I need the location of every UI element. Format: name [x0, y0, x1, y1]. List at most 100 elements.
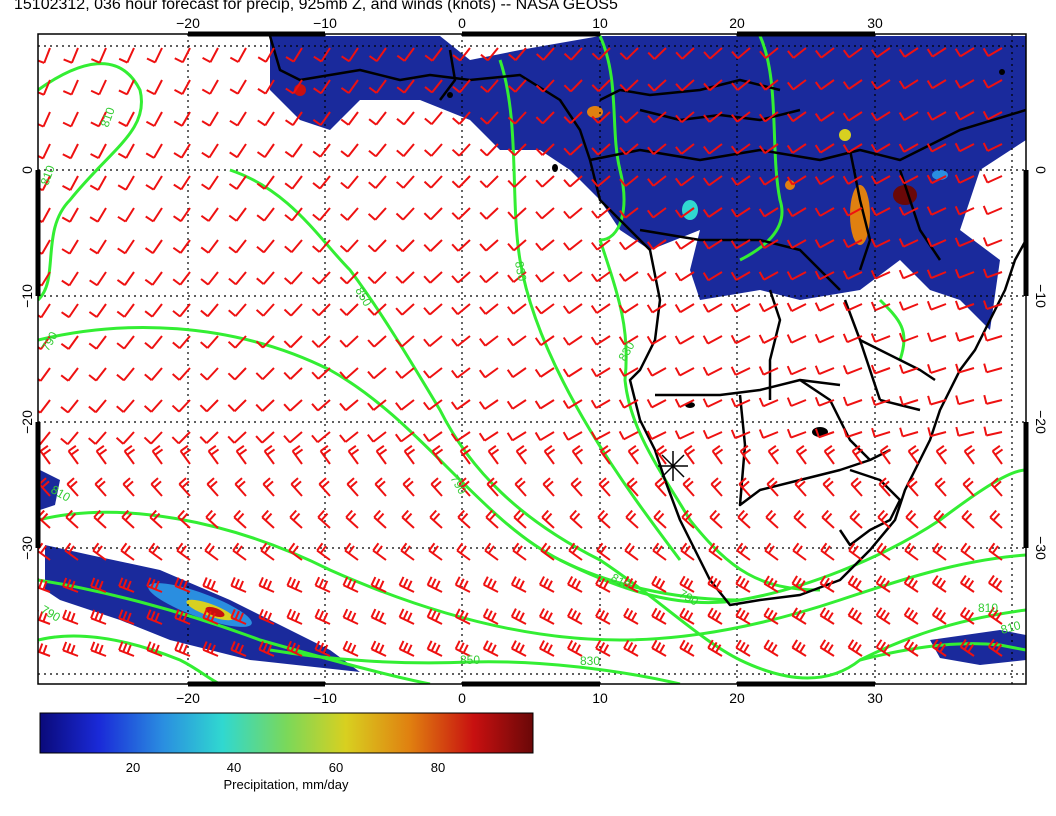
wind-barb-feather — [426, 608, 433, 618]
wind-barb — [902, 335, 919, 343]
wind-barb-feather — [38, 377, 42, 382]
wind-barb-feather — [398, 576, 405, 586]
wind-barb — [680, 143, 695, 155]
contour-label: 830 — [580, 654, 600, 668]
wind-barb-feather — [153, 480, 162, 489]
wind-barb-feather — [171, 404, 180, 413]
wind-barb-feather — [875, 607, 883, 616]
wind-barb — [458, 143, 471, 157]
wind-barb-feather — [430, 578, 437, 588]
wind-barb-feather — [451, 212, 460, 220]
wind-barb-feather — [991, 609, 999, 619]
wind-barb — [152, 207, 163, 222]
lat-labels-right: 0 −10 −20 −30 — [1033, 166, 1049, 560]
wind-barb-feather — [258, 608, 264, 618]
wind-barb-feather — [342, 576, 349, 586]
wind-barb — [374, 239, 387, 253]
wind-barb-feather — [145, 215, 154, 223]
wind-barb-feather — [154, 612, 160, 622]
wind-barb-feather — [146, 577, 152, 587]
lon-tick-label: 30 — [867, 15, 883, 31]
wind-barb — [540, 303, 555, 315]
wind-barb — [42, 143, 51, 159]
wind-barb-feather — [256, 214, 265, 222]
wind-barb — [180, 207, 191, 222]
wind-barb — [679, 431, 695, 440]
map-title: 15102312, 036 hour forecast for precip, … — [14, 0, 618, 13]
wind-barb — [150, 483, 163, 497]
wind-barb-feather — [619, 83, 628, 92]
wind-barb — [233, 516, 247, 529]
wind-barb-feather — [674, 272, 682, 282]
wind-barb-feather — [983, 426, 988, 436]
wind-barb — [763, 271, 779, 281]
wind-barb-feather — [702, 177, 710, 186]
wind-barb — [875, 271, 891, 280]
wind-barb — [483, 647, 499, 657]
wind-barb — [542, 483, 555, 497]
wind-barb-feather — [992, 444, 1001, 452]
wind-barb — [289, 431, 303, 444]
wind-barb-feather — [348, 444, 357, 452]
wind-barb-feather — [396, 149, 405, 157]
wind-barb-feather — [294, 644, 301, 654]
wind-barb — [846, 303, 863, 312]
wind-barb-feather — [454, 640, 461, 650]
wind-barb-feather — [404, 444, 413, 452]
wind-barb — [430, 207, 443, 221]
wind-barb-feather — [684, 512, 693, 521]
wind-barb — [371, 616, 387, 625]
wind-barb-feather — [506, 400, 514, 410]
wind-barb-feather — [646, 272, 654, 282]
wind-barb — [708, 143, 723, 155]
wind-barb — [762, 431, 779, 439]
wind-barb-feather — [457, 509, 465, 518]
wind-barb — [818, 431, 835, 439]
wind-barb-feather — [730, 429, 737, 439]
wind-barb — [317, 367, 331, 380]
wind-barb-feather — [674, 398, 681, 408]
wind-barb-feather — [292, 444, 301, 452]
wind-barb — [820, 549, 835, 561]
wind-barb — [208, 175, 219, 190]
wind-barb — [567, 431, 583, 441]
wind-barb — [486, 79, 499, 93]
wind-barb-feather — [842, 396, 848, 406]
wind-barb-feather — [115, 437, 124, 445]
wind-barb-feather — [618, 336, 626, 345]
wind-barb — [97, 175, 107, 191]
wind-barb — [568, 549, 583, 561]
wind-barb-feather — [89, 247, 98, 255]
wind-barb — [512, 549, 527, 561]
wind-barb-feather — [674, 335, 681, 345]
wind-barb-feather — [963, 609, 971, 619]
wind-barb-feather — [424, 149, 433, 157]
wind-barb-feather — [182, 644, 188, 654]
wind-barb — [595, 583, 611, 593]
wind-barb-feather — [657, 480, 666, 489]
wind-barb — [487, 450, 499, 465]
wind-barb-feather — [200, 341, 209, 349]
wind-barb-feather — [376, 512, 385, 521]
wind-barb-feather — [69, 480, 78, 489]
wind-barb-feather — [652, 542, 660, 552]
wind-barb-feather — [150, 477, 159, 485]
wind-barb-feather — [400, 542, 408, 552]
wind-barb — [679, 303, 695, 314]
wind-barb-feather — [430, 477, 439, 485]
wind-barb — [818, 335, 835, 344]
wind-barb — [596, 549, 611, 561]
wind-barb-feather — [62, 184, 71, 191]
wind-barb — [39, 431, 51, 446]
wind-barb — [876, 646, 891, 657]
wind-barb-feather — [178, 578, 184, 589]
wind-barb-feather — [982, 268, 988, 278]
wind-barb — [290, 239, 303, 253]
wind-barb-feather — [426, 640, 433, 650]
wind-barb-feather — [814, 176, 822, 185]
wind-barb — [485, 175, 499, 188]
wind-barb-feather — [117, 184, 127, 191]
wind-barb-feather — [563, 273, 571, 283]
wind-barb — [902, 303, 919, 311]
wind-barb — [735, 239, 751, 250]
